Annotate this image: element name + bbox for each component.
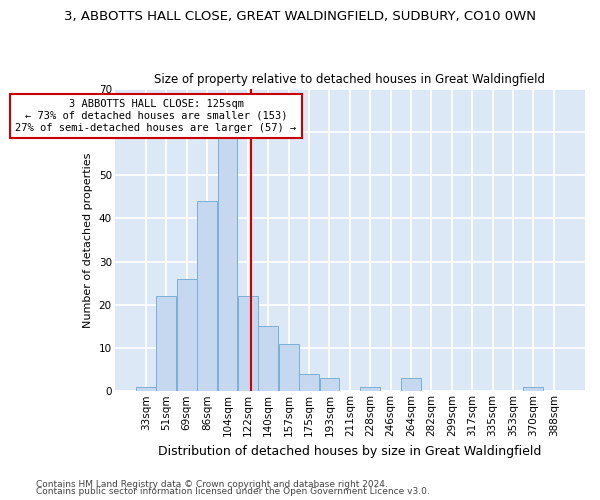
Bar [320, 378, 340, 392]
Title: Size of property relative to detached houses in Great Waldingfield: Size of property relative to detached ho… [154, 73, 545, 86]
Bar [259, 326, 278, 392]
Text: 3, ABBOTTS HALL CLOSE, GREAT WALDINGFIELD, SUDBURY, CO10 0WN: 3, ABBOTTS HALL CLOSE, GREAT WALDINGFIEL… [64, 10, 536, 23]
Text: Contains HM Land Registry data © Crown copyright and database right 2024.: Contains HM Land Registry data © Crown c… [36, 480, 388, 489]
Bar [361, 387, 380, 392]
Bar [177, 279, 197, 392]
Text: Contains public sector information licensed under the Open Government Licence v3: Contains public sector information licen… [36, 488, 430, 496]
Bar [238, 296, 258, 392]
Bar [218, 136, 238, 392]
Bar [197, 201, 217, 392]
X-axis label: Distribution of detached houses by size in Great Waldingfield: Distribution of detached houses by size … [158, 444, 542, 458]
Bar [299, 374, 319, 392]
Bar [523, 387, 543, 392]
Y-axis label: Number of detached properties: Number of detached properties [83, 152, 93, 328]
Bar [157, 296, 176, 392]
Bar [401, 378, 421, 392]
Text: 3 ABBOTTS HALL CLOSE: 125sqm
← 73% of detached houses are smaller (153)
27% of s: 3 ABBOTTS HALL CLOSE: 125sqm ← 73% of de… [16, 100, 297, 132]
Bar [136, 387, 156, 392]
Bar [279, 344, 299, 392]
